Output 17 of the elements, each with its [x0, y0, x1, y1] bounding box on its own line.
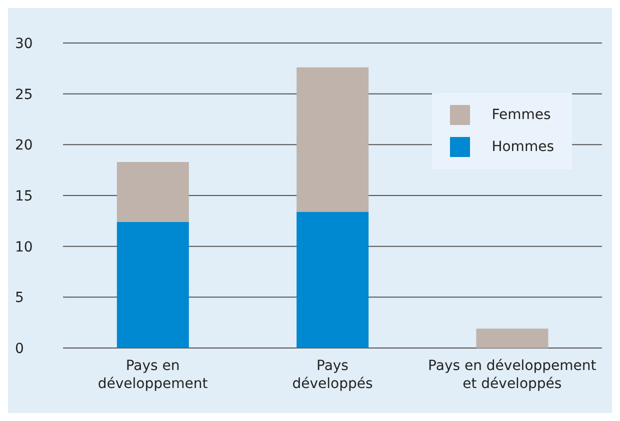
y-tick-label: 25 — [15, 86, 33, 103]
y-tick-label: 10 — [15, 239, 33, 256]
bar — [296, 212, 369, 348]
x-tick-label: Pays en développement — [98, 358, 208, 392]
y-tick-label: 20 — [15, 138, 33, 154]
y-tick-label: 30 — [15, 36, 33, 52]
legend-label: Hommes — [492, 139, 554, 155]
bar — [476, 328, 548, 348]
bar — [116, 222, 189, 348]
y-tick-label: 0 — [15, 340, 24, 357]
x-tick-label: Pays développés — [292, 358, 373, 392]
y-tick-label: 15 — [15, 188, 33, 204]
bar — [116, 162, 189, 222]
y-tick-label: 5 — [15, 290, 24, 306]
bar — [296, 67, 369, 212]
x-tick-label: Pays en développement et développés — [428, 358, 597, 392]
legend-label: Femmes — [492, 107, 551, 123]
